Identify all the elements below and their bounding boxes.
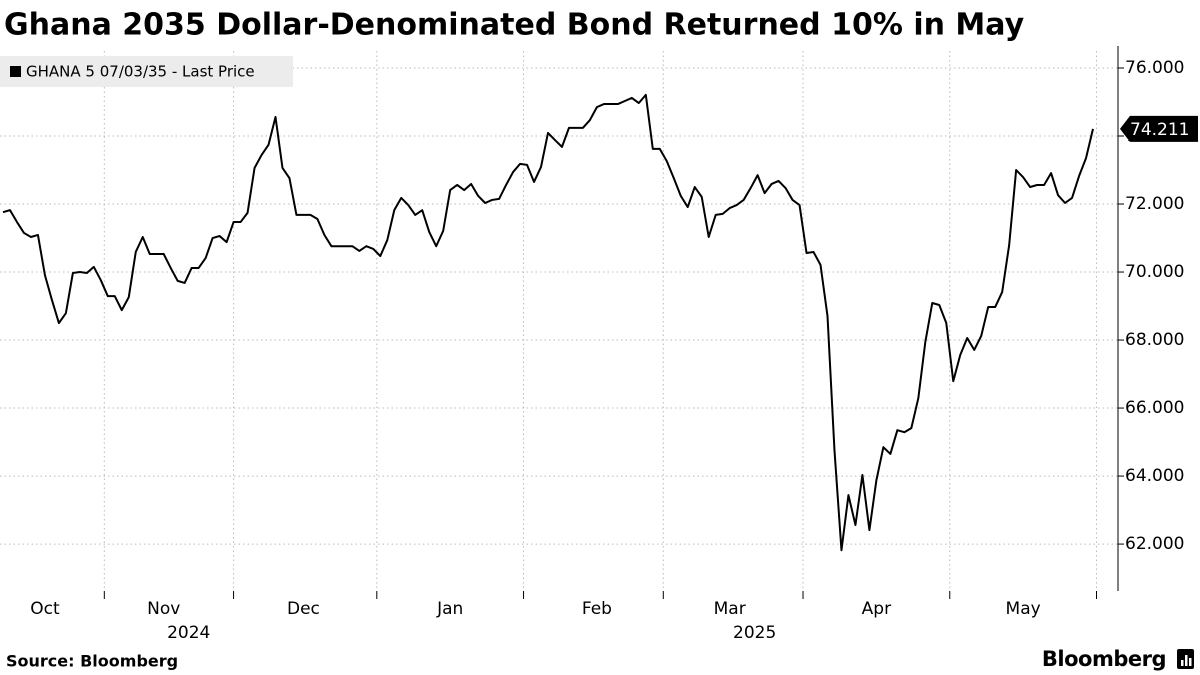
x-tick-label: Apr xyxy=(862,599,891,619)
x-year-label: 2024 xyxy=(167,623,210,643)
brand-logo: Bloomberg xyxy=(1042,647,1166,671)
y-tick-label: 76.000 xyxy=(1125,58,1184,78)
x-year-label: 2025 xyxy=(733,623,776,643)
last-price-label: 74.211 xyxy=(1130,120,1189,140)
x-tick-label: Oct xyxy=(30,599,60,619)
x-tick-label: May xyxy=(1006,599,1041,619)
y-tick-label: 72.000 xyxy=(1125,194,1184,214)
legend: GHANA 5 07/03/35 - Last Price xyxy=(0,56,293,87)
x-tick-label: Mar xyxy=(714,599,746,619)
legend-label: GHANA 5 07/03/35 - Last Price xyxy=(26,63,255,81)
x-tick-label: Dec xyxy=(287,599,320,619)
y-tick-label: 68.000 xyxy=(1125,330,1184,350)
source: Source: Bloomberg xyxy=(6,652,178,671)
legend-swatch xyxy=(10,66,21,77)
y-tick-label: 70.000 xyxy=(1125,262,1184,282)
y-tick-label: 66.000 xyxy=(1125,398,1184,418)
y-tick-label: 64.000 xyxy=(1125,466,1184,486)
last-price-tag xyxy=(1120,115,1198,142)
legend-box xyxy=(0,56,293,87)
x-tick-label: Jan xyxy=(436,599,463,619)
brand-icon xyxy=(1177,649,1194,669)
chart-title: Ghana 2035 Dollar-Denominated Bond Retur… xyxy=(4,8,1025,43)
line-series xyxy=(2,93,1094,552)
x-tick-label: Nov xyxy=(147,599,180,619)
y-tick-label: 62.000 xyxy=(1125,534,1184,554)
x-tick-label: Feb xyxy=(582,599,612,619)
